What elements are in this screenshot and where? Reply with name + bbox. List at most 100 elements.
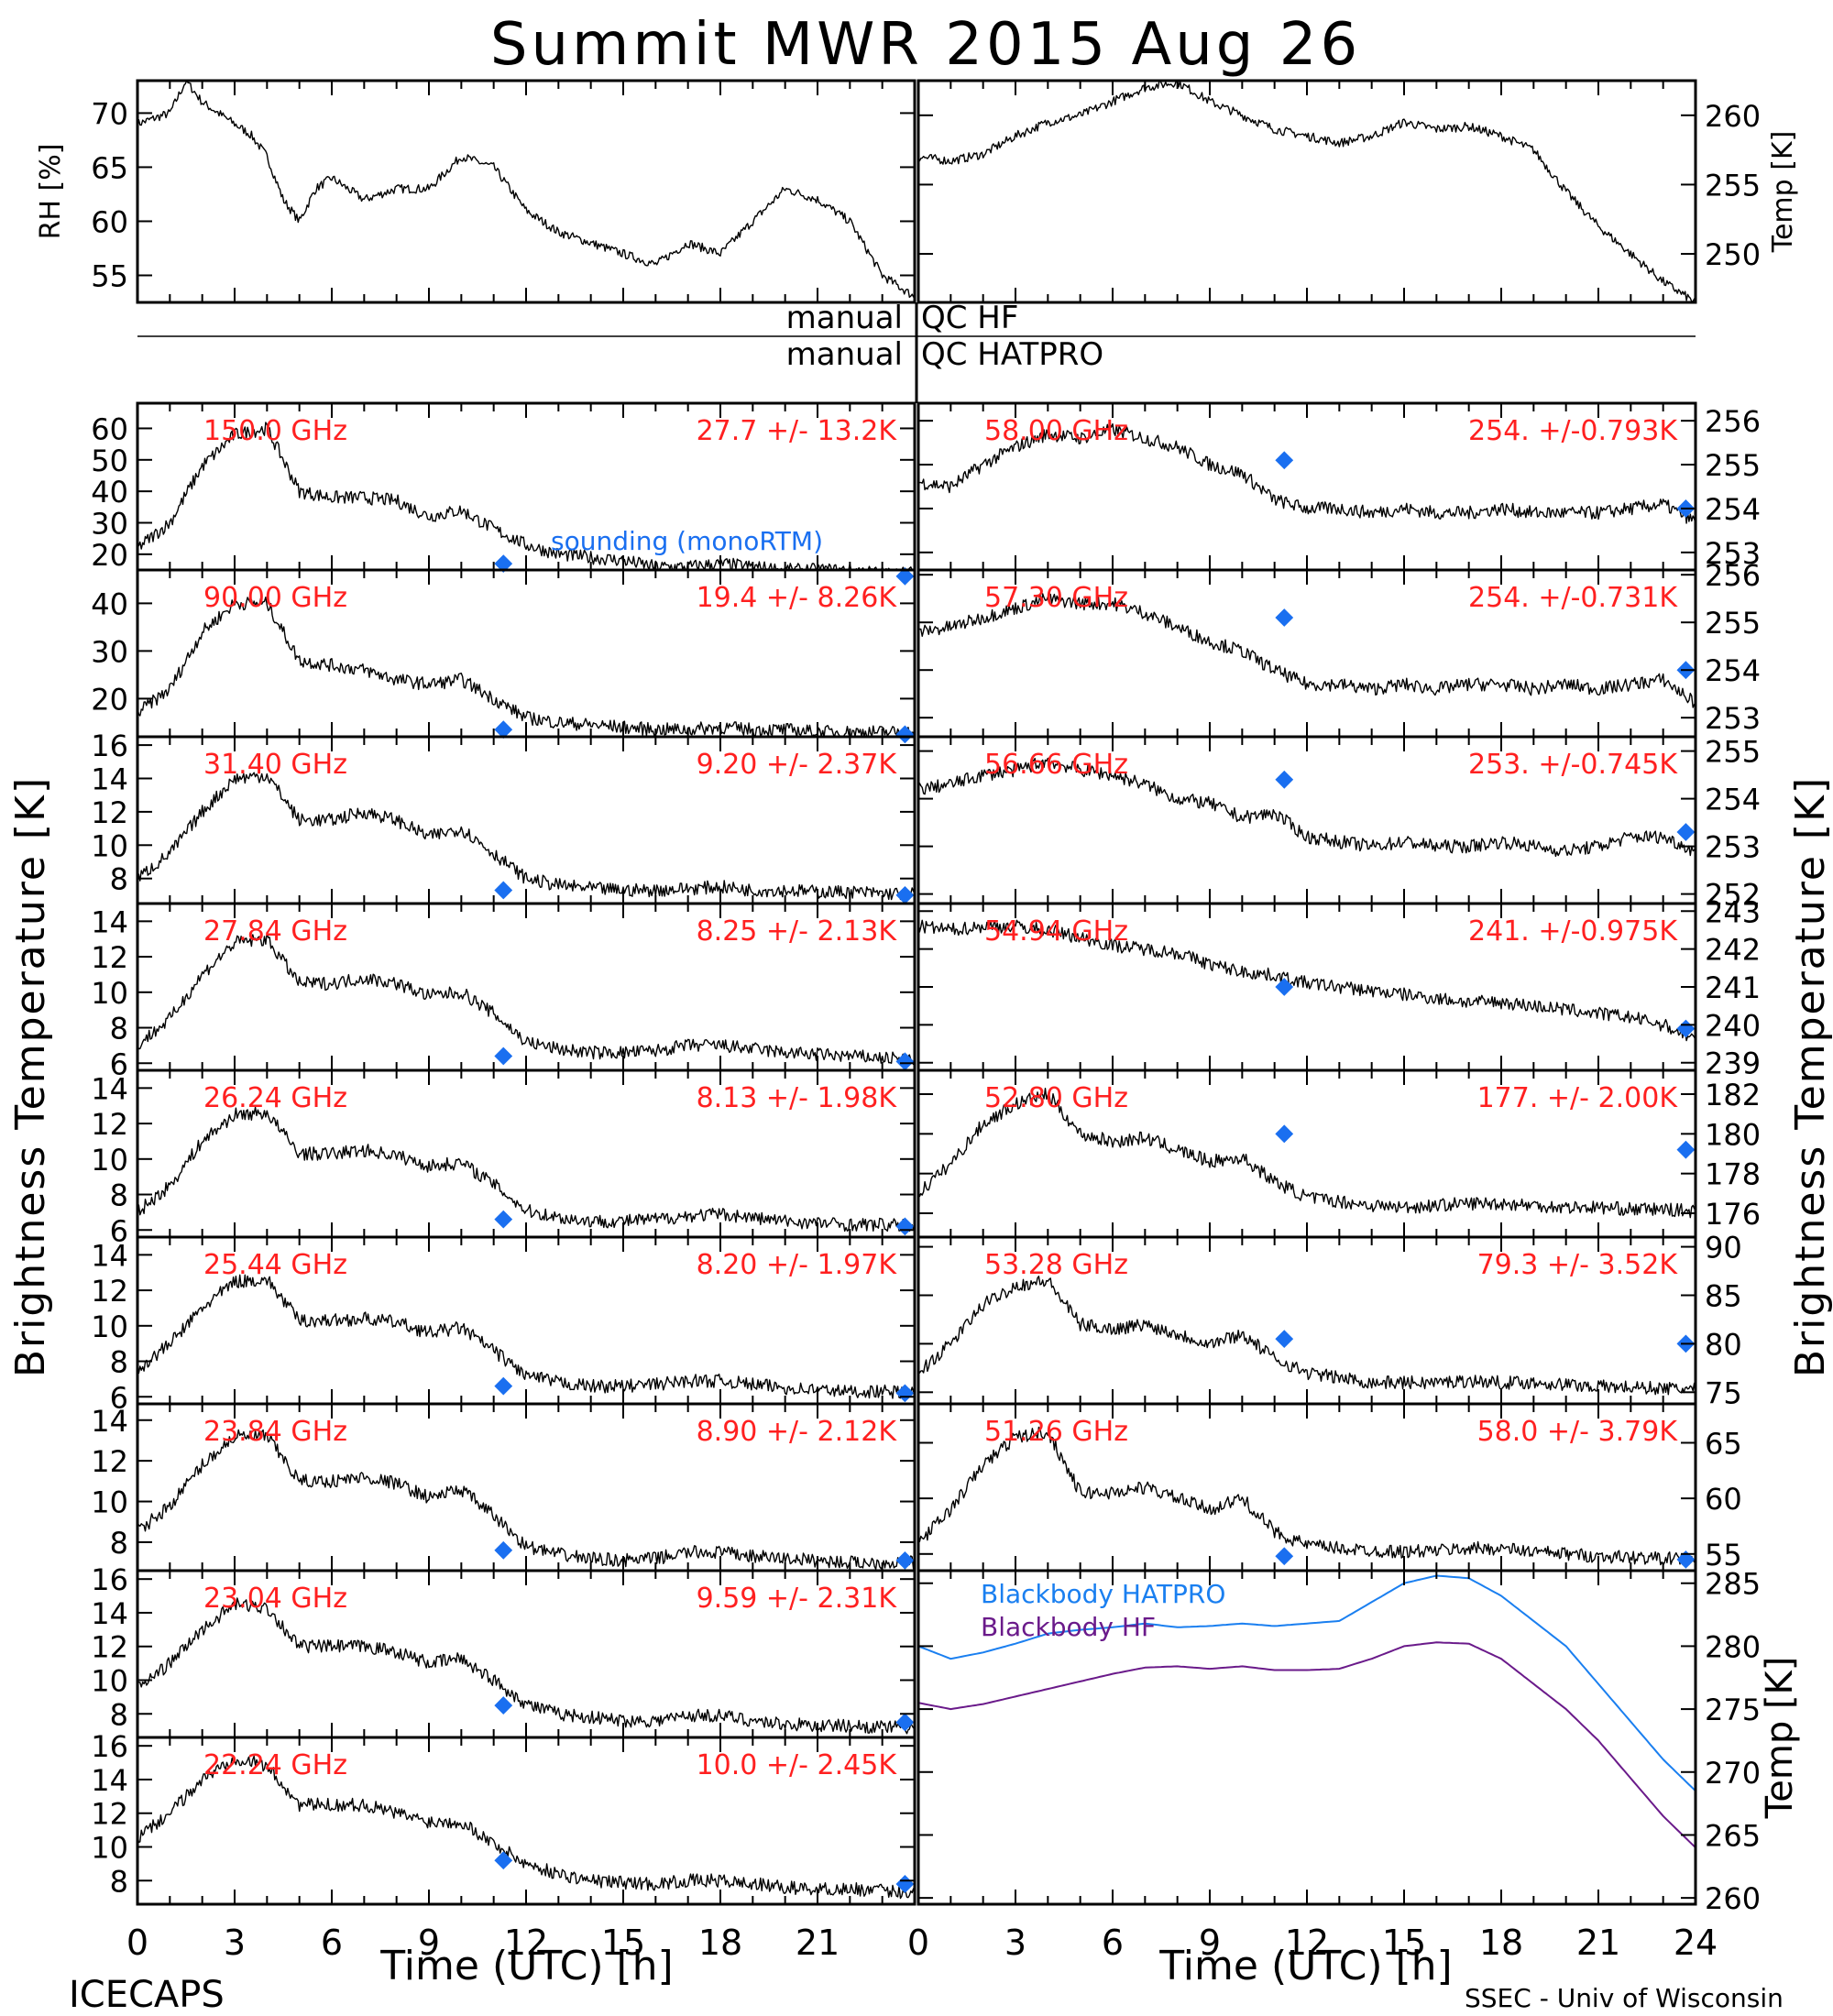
sounding-marker (494, 1851, 513, 1870)
y-tick-label: 55 (91, 258, 128, 293)
y-tick-label: 10 (91, 1485, 128, 1520)
panel-ylabel: Temp [K] (1767, 131, 1799, 254)
y-tick-label: 10 (91, 1830, 128, 1865)
y-tick-label: 14 (91, 1238, 128, 1273)
left-ylabel: Brightness Temperature [K] (7, 776, 54, 1377)
stats-label: 79.3 +/- 3.52K (1477, 1249, 1679, 1281)
qc-right2-label: QC HATPRO (921, 336, 1103, 373)
x-tick-label: 21 (1576, 1923, 1620, 1963)
y-tick-label: 178 (1705, 1157, 1761, 1192)
y-tick-label: 8 (110, 1526, 128, 1561)
panel-23-84-ghz: 8 10 12 14 23.84 GHz 8.90 +/- 2.12K (91, 1402, 916, 1572)
frequency-label: 22.24 GHz (203, 1749, 347, 1781)
y-tick-label: 270 (1705, 1756, 1761, 1791)
sounding-marker (895, 1713, 915, 1732)
sounding-marker (1275, 978, 1294, 996)
y-tick-label: 260 (1705, 99, 1761, 134)
y-tick-label: 30 (91, 634, 128, 669)
sounding-marker (895, 1384, 915, 1403)
qc-right1-label: QC HF (921, 300, 1018, 336)
panel-90-00-ghz: 20 30 40 90.00 GHz 19.4 +/- 8.26K (91, 568, 916, 744)
sounding-marker (494, 554, 513, 574)
x-tick-label: 21 (796, 1923, 840, 1963)
stats-label: 254. +/-0.731K (1468, 582, 1678, 614)
y-tick-label: 10 (91, 1663, 128, 1698)
y-tick-label: 256 (1705, 404, 1761, 439)
y-tick-label: 10 (91, 1143, 128, 1178)
frequency-label: 23.84 GHz (203, 1416, 347, 1448)
x-tick-label: 9 (1199, 1923, 1221, 1963)
blackbody-hatpro-line (917, 1574, 1696, 1792)
y-tick-label: 241 (1705, 970, 1761, 1005)
left-xlabel: Time (UTC) [h] (379, 1943, 673, 1989)
y-tick-label: 16 (91, 1562, 128, 1597)
y-tick-label: 14 (91, 1404, 128, 1439)
sounding-marker (494, 1696, 513, 1715)
y-tick-label: 10 (91, 828, 128, 863)
y-tick-label: 30 (91, 506, 128, 541)
frequency-label: 26.24 GHz (203, 1082, 347, 1114)
sounding-marker (1275, 1330, 1294, 1349)
y-tick-label: 182 (1705, 1078, 1761, 1112)
trace-line (917, 757, 1696, 858)
sounding-marker (895, 886, 915, 904)
y-tick-label: 70 (91, 96, 128, 131)
y-tick-label: 180 (1705, 1117, 1761, 1152)
y-tick-label: 253 (1705, 701, 1761, 736)
trace-line (137, 1274, 916, 1400)
sounding-marker (494, 1376, 513, 1396)
frequency-label: 53.28 GHz (984, 1249, 1128, 1281)
y-tick-label: 243 (1705, 894, 1761, 929)
y-tick-label: 254 (1705, 492, 1761, 527)
sounding-marker (494, 881, 513, 900)
y-tick-label: 250 (1705, 237, 1761, 272)
y-tick-label: 8 (110, 1178, 128, 1213)
y-tick-label: 16 (91, 1729, 128, 1764)
stats-label: 58.0 +/- 3.79K (1477, 1416, 1679, 1448)
panel-frame (136, 79, 916, 304)
panel-blackbody: 260 265 270 275 280 285 Temp [K] Blackbody HATP… (916, 1567, 1801, 1916)
y-tick-label: 12 (91, 940, 128, 975)
frequency-label: 90.00 GHz (203, 582, 347, 614)
stats-label: 241. +/-0.975K (1468, 915, 1678, 948)
sounding-marker (494, 1046, 513, 1066)
trace-line (137, 80, 916, 300)
y-tick-label: 254 (1705, 653, 1761, 688)
y-tick-label: 252 (1705, 878, 1761, 913)
x-tick-label: 12 (1285, 1923, 1329, 1963)
sounding-marker (1676, 1550, 1696, 1569)
y-tick-label: 14 (91, 1763, 128, 1798)
sounding-legend: sounding (monoRTM) (551, 526, 823, 556)
panel-53-28-ghz: 75 80 85 90 53.28 GHz 79.3 +/- 3.52K (916, 1231, 1742, 1410)
y-tick-label: 20 (91, 538, 128, 573)
y-tick-label: 239 (1705, 1046, 1761, 1081)
panel-ylabel: RH [%] (35, 144, 67, 240)
panel-52-80-ghz: 176 178 180 182 52.80 GHz 177. +/- 2.00K (916, 1068, 1761, 1239)
frequency-label: 27.84 GHz (203, 915, 347, 948)
sounding-marker (895, 1551, 915, 1570)
sounding-marker (1676, 823, 1696, 841)
stats-label: 9.59 +/- 2.31K (697, 1583, 898, 1615)
legend-blackbody-hf: Blackbody HF (981, 1612, 1156, 1642)
stats-label: 177. +/- 2.00K (1477, 1082, 1679, 1114)
figure-title: Summit MWR 2015 Aug 26 (490, 11, 1361, 79)
sounding-marker (1275, 1547, 1294, 1566)
y-tick-label: 253 (1705, 536, 1761, 571)
y-tick-label: 14 (91, 904, 128, 939)
panel-rh: 55 60 65 70 RH [%] (35, 79, 916, 304)
right-ylabel: Brightness Temperature [K] (1787, 776, 1833, 1377)
qc-left1-label: manual (786, 300, 903, 336)
y-tick-label: 253 (1705, 830, 1761, 865)
y-tick-label: 255 (1705, 735, 1761, 770)
y-tick-label: 265 (1705, 1818, 1761, 1853)
trace-line (917, 919, 1696, 1042)
y-tick-label: 65 (1705, 1426, 1742, 1461)
footer-left: ICECAPS (69, 1974, 225, 2016)
